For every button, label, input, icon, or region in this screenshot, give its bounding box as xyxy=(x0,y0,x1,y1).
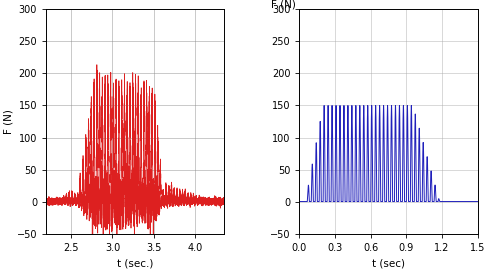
X-axis label: t (sec): t (sec) xyxy=(371,258,404,268)
X-axis label: t (sec.): t (sec.) xyxy=(117,258,153,268)
Text: F (N): F (N) xyxy=(271,0,295,9)
Y-axis label: F (N): F (N) xyxy=(4,109,14,134)
